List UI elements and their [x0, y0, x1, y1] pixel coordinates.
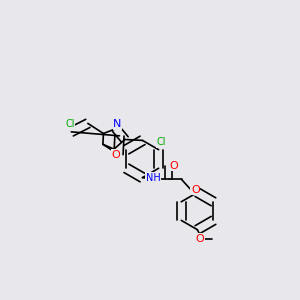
Text: O: O	[191, 185, 200, 195]
Text: O: O	[195, 234, 204, 244]
Text: NH: NH	[146, 173, 160, 183]
Text: O: O	[169, 160, 178, 170]
Text: N: N	[113, 119, 122, 129]
Text: Cl: Cl	[65, 119, 74, 129]
Text: Cl: Cl	[157, 137, 166, 147]
Text: O: O	[111, 149, 120, 160]
